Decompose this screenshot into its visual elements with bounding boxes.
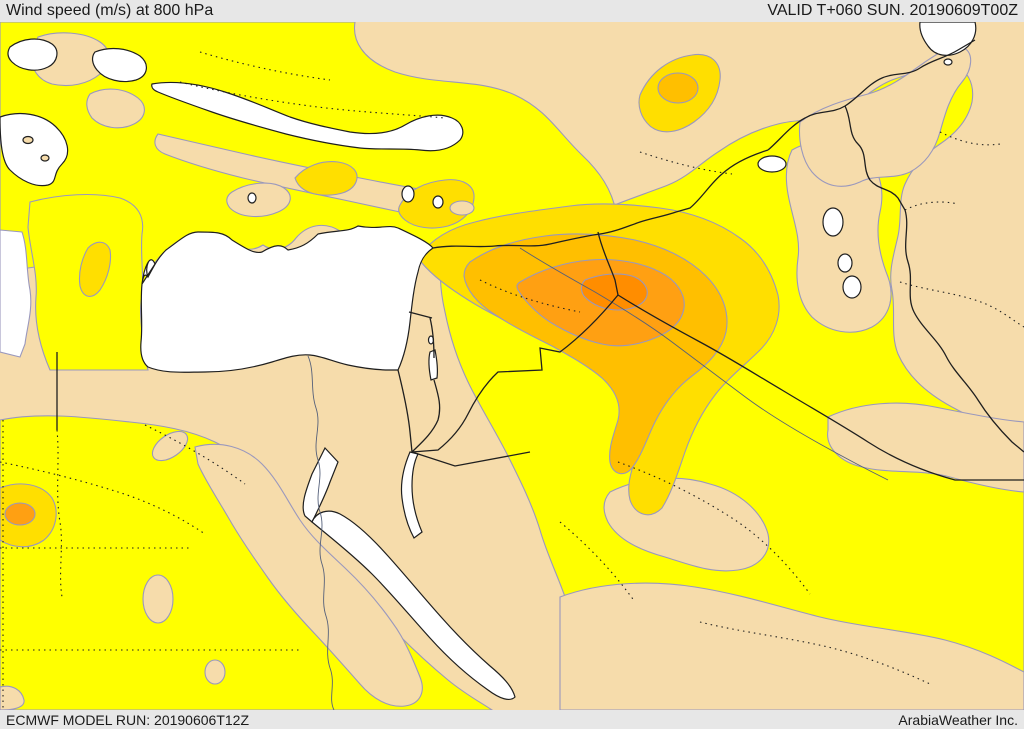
caspian-sea: [919, 22, 977, 56]
model-run-label: ECMWF MODEL RUN: 20190606T12Z: [6, 711, 249, 728]
border-lebanon: [408, 311, 433, 319]
orange-core-libya-egypt: [5, 503, 35, 525]
border-turkey-iran: [844, 105, 906, 211]
black-sea: [151, 81, 464, 152]
sea-of-marmara: [91, 47, 147, 83]
tan-band-red-sea-hills: [195, 444, 422, 706]
border-syria-iraq: [597, 231, 619, 296]
aegean-island-2: [40, 154, 50, 162]
admin-dotted-layer: [0, 51, 1024, 710]
dotted-saudi-1: [617, 461, 811, 595]
turkish-lakes-dot: [247, 192, 257, 204]
valid-time-label: VALID T+060 SUN. 20190609T00Z: [767, 2, 1018, 19]
dotted-iran-north: [904, 131, 1001, 211]
lake-urmia-south-2: [842, 275, 862, 299]
aegean-island-1: [22, 135, 34, 145]
map-title: Wind speed (m/s) at 800 hPa: [6, 2, 214, 19]
deep-orange-core: [581, 274, 647, 310]
border-iraq-saudi: [617, 294, 1024, 481]
tan-band-south-saudi: [560, 583, 1024, 710]
border-layer: [56, 39, 1024, 481]
tan-corner-sudan: [0, 686, 24, 710]
river-layer: [307, 247, 889, 710]
footer-bar: ECMWF MODEL RUN: 20190606T12Z ArabiaWeat…: [0, 710, 1024, 729]
aegean-north-bay: [7, 38, 58, 71]
wind-speed-contour-map: [0, 22, 1024, 710]
red-sea: [311, 510, 516, 700]
euphrates-river: [519, 247, 889, 481]
mediterranean-sea: [140, 225, 434, 373]
border-caucasus: [767, 39, 976, 151]
tan-core-central-anatolia: [450, 201, 474, 215]
header-bar: Wind speed (m/s) at 800 hPa VALID T+060 …: [0, 0, 1024, 22]
dead-sea: [428, 349, 438, 381]
lake-tuz: [401, 185, 415, 203]
tan-dot-upper-egypt: [205, 660, 225, 684]
border-turkey-syria-iraq: [432, 149, 769, 249]
gold-patch-west-anatolia: [295, 162, 357, 196]
lake-urmia-south-1: [837, 253, 853, 273]
border-iran-iraq: [904, 209, 1024, 453]
calm-white-layer: [0, 22, 977, 700]
caspian-inlet-dot: [943, 58, 953, 66]
amber-core-east-anatolia: [658, 73, 698, 103]
dotted-iran-interior: [899, 281, 1024, 328]
dotted-saudi-3: [559, 521, 636, 603]
dotted-egypt-interior: [144, 424, 246, 485]
tan-band-northeast-caucasus: [800, 46, 971, 186]
tan-patch-nile-valley: [147, 426, 192, 467]
dotted-anatolia-1: [179, 81, 446, 119]
tan-patch-turkish-lakes: [227, 183, 290, 216]
border-egypt-israel: [397, 369, 413, 453]
weather-map: [0, 22, 1024, 710]
border-jordan-valley: [411, 317, 441, 453]
dotted-north-africa: [0, 461, 206, 535]
west-mediterranean-calm-lobe: [0, 230, 31, 357]
lake-van: [757, 155, 787, 173]
nile-river: [307, 355, 335, 710]
aegean-sea: [0, 113, 69, 187]
dotted-syria-interior: [479, 279, 581, 313]
tan-patch-upper-egypt: [143, 575, 173, 623]
gold-wedge-west-mediterranean: [79, 242, 110, 296]
lake-tuz-east: [432, 195, 444, 209]
border-jordan-saudi: [411, 294, 619, 453]
brand-label: ArabiaWeather Inc.: [898, 711, 1018, 728]
border-saudi-northwest: [411, 451, 531, 467]
tan-patch-balkans-2: [87, 89, 145, 128]
wind-maxima-layer: [0, 54, 779, 546]
lake-urmia: [822, 207, 844, 237]
gulf-of-aqaba: [400, 451, 423, 539]
dotted-libya-egypt-south: [56, 429, 63, 598]
